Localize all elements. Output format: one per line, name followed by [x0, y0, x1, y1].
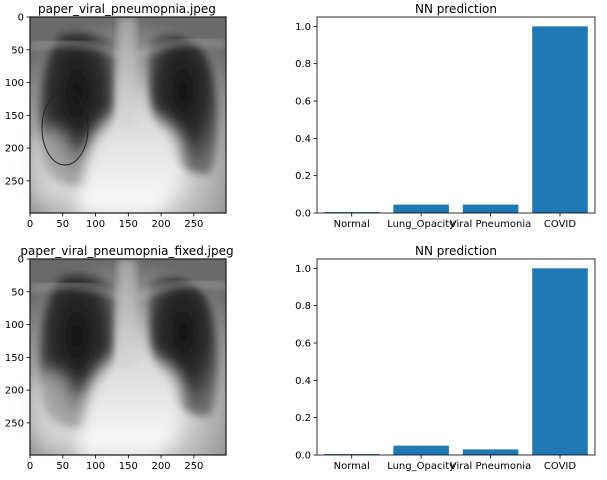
y-axis: 0 50 100 150 200 250: [5, 13, 30, 187]
x-tick-label: 50: [56, 219, 69, 230]
chart-title: NN prediction: [415, 2, 497, 16]
bars: [323, 268, 588, 455]
x-tick-label: Normal: [334, 219, 370, 230]
y-tick-label: 0.4: [295, 134, 311, 145]
x-tick-label: 100: [86, 461, 105, 472]
y-tick-label: 1.0: [295, 22, 311, 33]
x-tick-label: Viral Pneumonia: [450, 461, 531, 472]
y-tick-label: 0.6: [295, 339, 311, 350]
x-tick-label: 0: [27, 219, 33, 230]
bar-lung-opacity: [393, 445, 449, 455]
y-tick-label: 0.0: [295, 451, 311, 462]
image-frame: [29, 16, 227, 214]
y-tick-label: 0.2: [295, 413, 311, 424]
y-tick-label: 50: [11, 45, 24, 56]
bar-viral-pneumonia: [462, 204, 519, 213]
x-tick-label: 200: [152, 219, 171, 230]
y-tick-label: 1.0: [295, 264, 311, 275]
x-tick-label: 150: [119, 461, 138, 472]
x-tick-label: 200: [152, 461, 171, 472]
bar-viral-pneumonia: [462, 449, 519, 455]
x-axis: 0 50 100 150 200 250: [27, 213, 203, 230]
y-tick-label: 200: [5, 386, 24, 397]
bar-covid: [532, 26, 588, 214]
panel-title: paper_viral_pneumopnia_fixed.jpeg: [20, 244, 233, 258]
y-tick-label: 250: [5, 176, 24, 187]
x-tick-label: 0: [27, 461, 33, 472]
y-tick-label: 250: [5, 418, 24, 429]
bar-lung-opacity: [393, 204, 449, 213]
x-tick-label: Lung_Opacity: [387, 219, 455, 230]
x-tick-label: 50: [56, 461, 69, 472]
bar-covid: [532, 268, 588, 455]
bars: [323, 26, 588, 214]
annotation-ellipse: [41, 90, 89, 166]
y-tick-label: 150: [5, 111, 24, 122]
y-tick-label: 0.4: [295, 376, 311, 387]
xray-image: [26, 259, 226, 455]
y-axis: 0.0 0.2 0.4 0.6 0.8 1.0: [295, 22, 317, 220]
y-tick-label: 0.0: [295, 209, 311, 220]
x-tick-label: 250: [184, 461, 203, 472]
x-tick-label: 100: [86, 219, 105, 230]
bar-normal: [323, 212, 380, 213]
y-tick-label: 100: [5, 320, 24, 331]
y-tick-label: 0.8: [295, 301, 311, 312]
y-tick-label: 0.6: [295, 97, 311, 108]
x-tick-label: Lung_Opacity: [387, 461, 455, 472]
y-tick-label: 150: [5, 353, 24, 364]
x-tick-label: 150: [119, 219, 138, 230]
x-axis: 0 50 100 150 200 250: [27, 455, 203, 472]
y-axis: 0 50 100 150 200 250: [5, 255, 30, 429]
xray-image: [26, 17, 226, 213]
y-tick-label: 0: [18, 13, 24, 24]
panel-title: paper_viral_pneumopnia.jpeg: [38, 2, 216, 16]
xray-panel-original: paper_viral_pneumopnia.jpeg 0 50 100 150 200…: [5, 2, 226, 230]
image-frame: [29, 258, 227, 456]
y-tick-label: 50: [11, 287, 24, 298]
plot-frame: [316, 258, 596, 456]
y-axis: 0.0 0.2 0.4 0.6 0.8 1.0: [295, 264, 317, 462]
y-tick-label: 0.2: [295, 171, 311, 182]
x-tick-label: COVID: [544, 219, 576, 230]
x-tick-label: Viral Pneumonia: [450, 219, 531, 230]
chart-title: NN prediction: [415, 244, 497, 258]
x-tick-label: COVID: [544, 461, 576, 472]
y-tick-label: 100: [5, 78, 24, 89]
xray-panel-fixed: paper_viral_pneumopnia_fixed.jpeg 0 50 100…: [5, 244, 234, 472]
prediction-chart-fixed: NN prediction 0.0 0.2 0.4 0.6 0.8 1.0 Normal L…: [295, 244, 596, 472]
prediction-chart-original: NN prediction 0.0 0.2 0.4 0.6 0.8 1.0 Normal L…: [295, 2, 596, 230]
y-tick-label: 0: [18, 255, 24, 266]
y-tick-label: 0.8: [295, 59, 311, 70]
plot-frame: [316, 16, 596, 214]
bar-normal: [323, 454, 380, 455]
y-tick-label: 200: [5, 144, 24, 155]
x-tick-label: Normal: [334, 461, 370, 472]
x-tick-label: 250: [184, 219, 203, 230]
